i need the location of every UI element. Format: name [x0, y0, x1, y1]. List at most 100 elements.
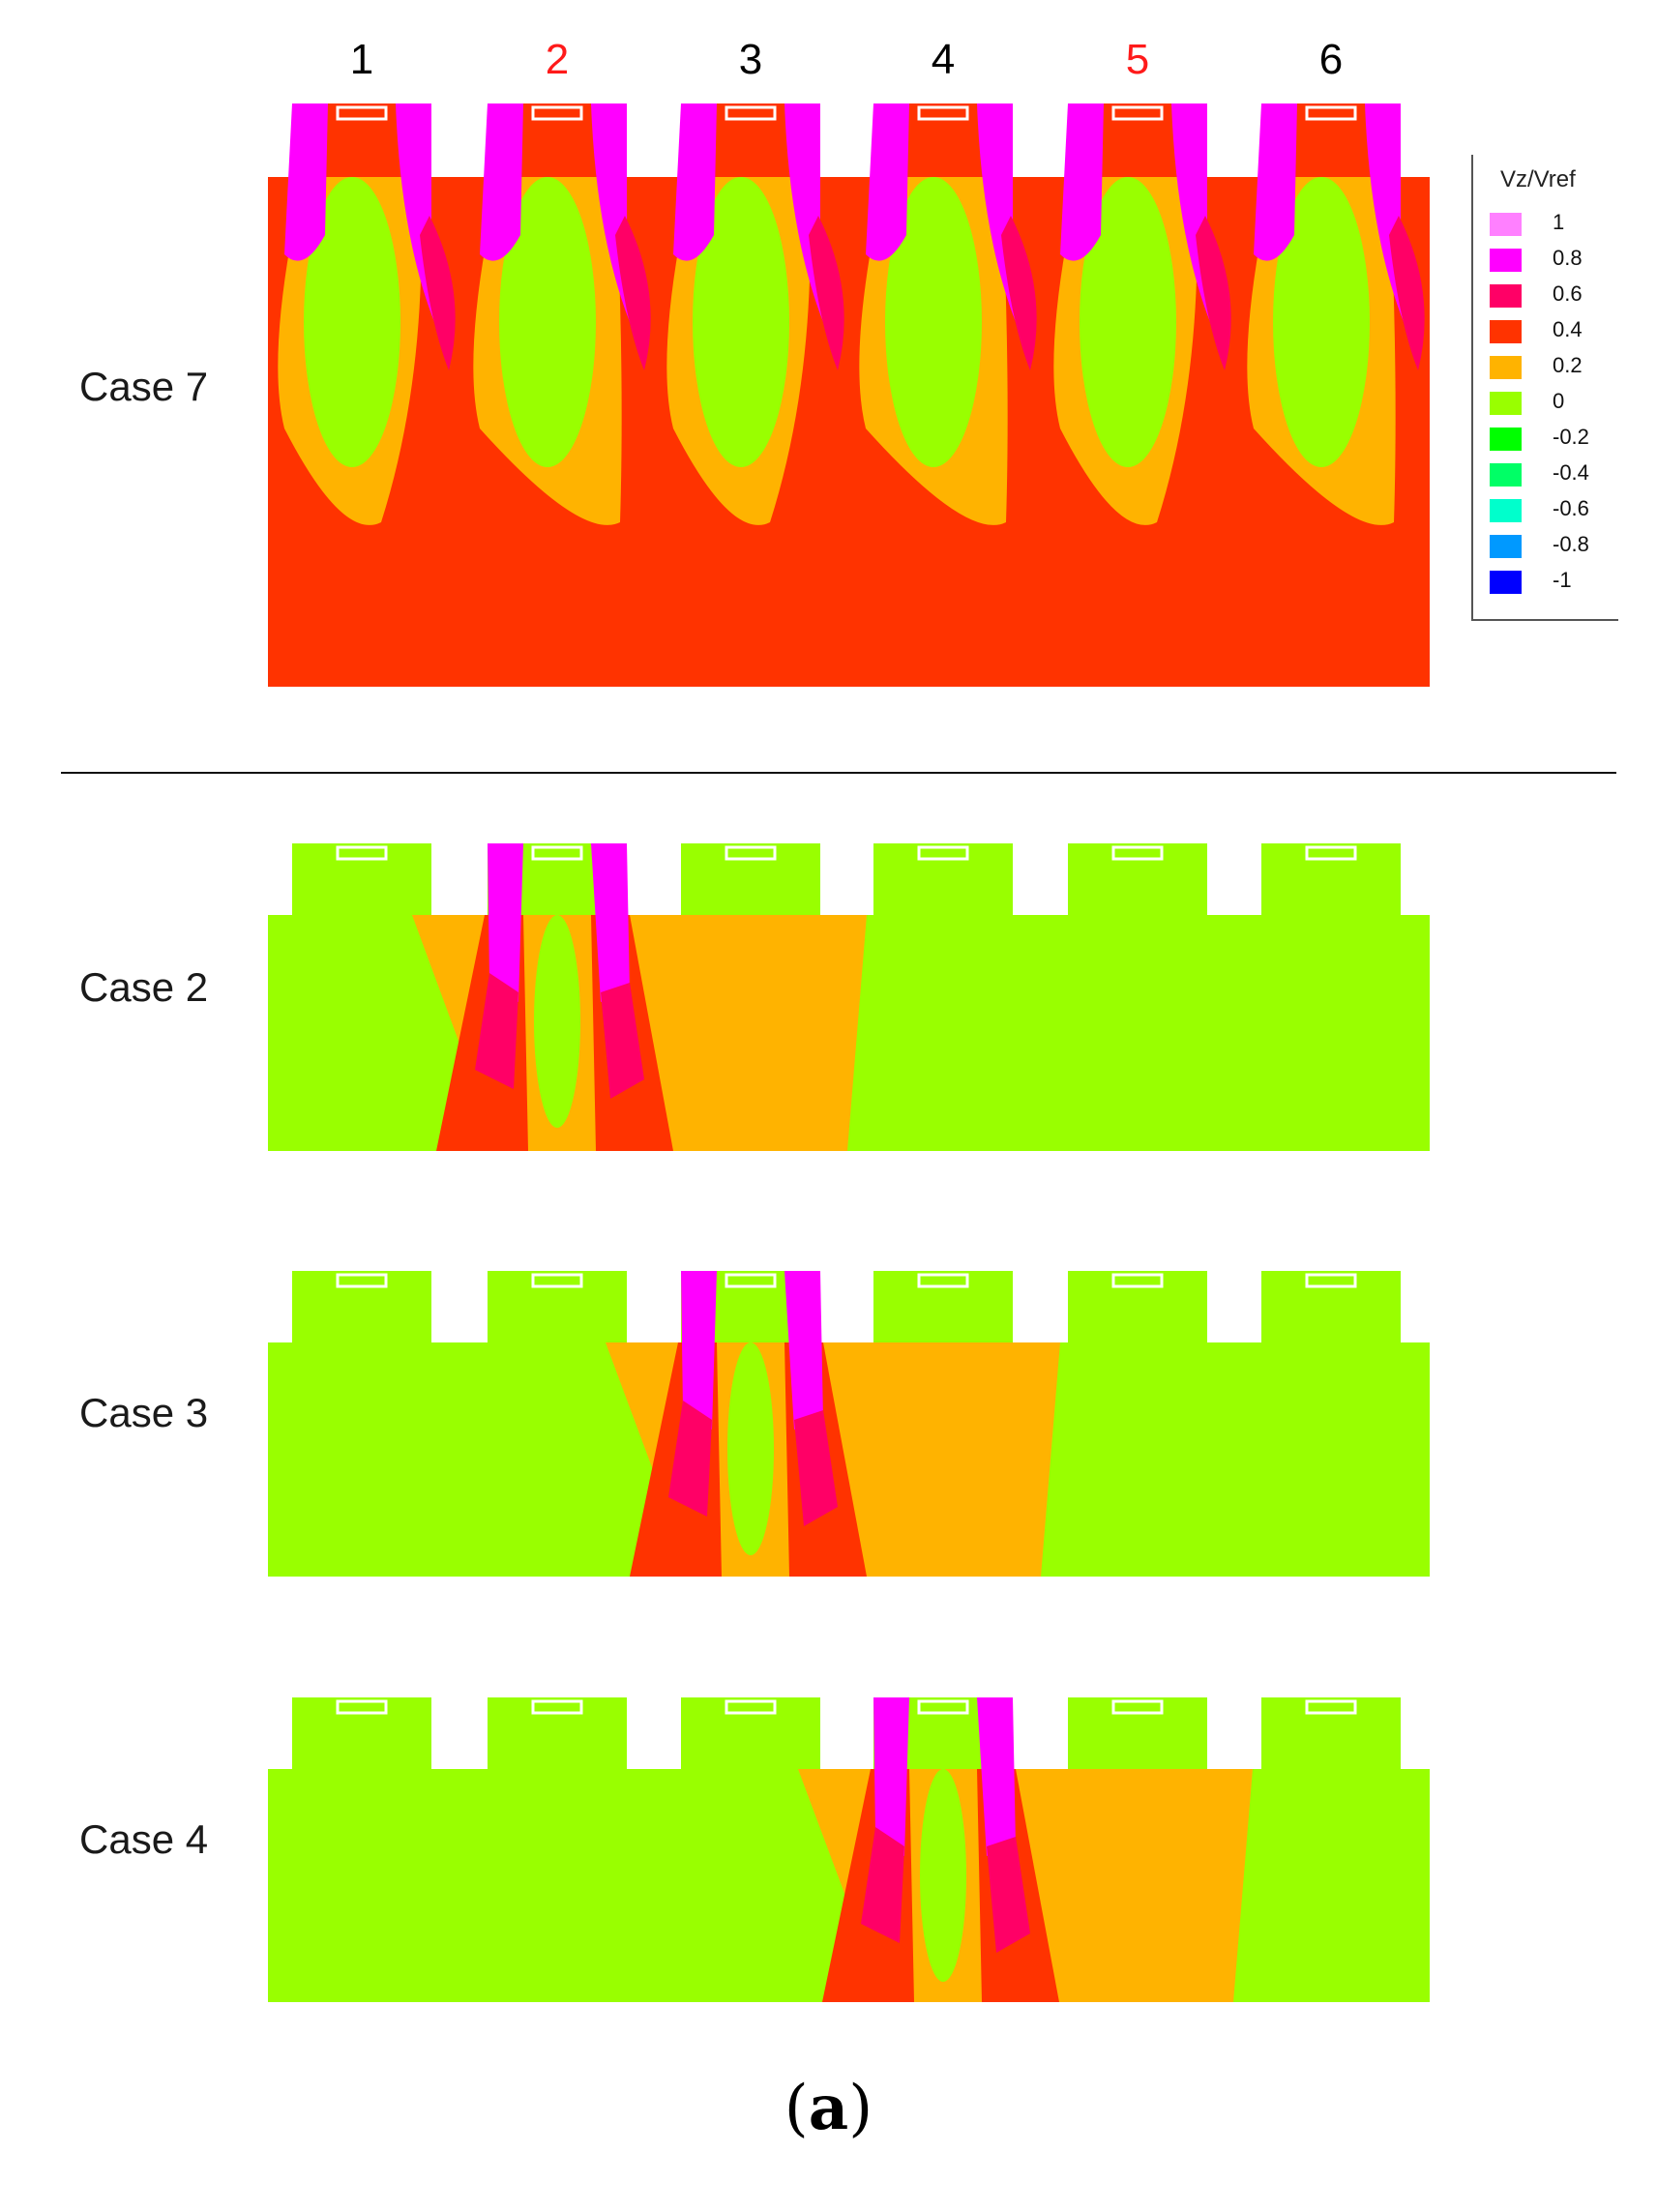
tab-block: [873, 1271, 1013, 1344]
nozzle-outlet: [917, 845, 969, 861]
legend-title: Vz/Vref: [1500, 166, 1576, 192]
nozzle-outlet: [917, 1699, 969, 1715]
nozzle-outlet: [725, 1273, 777, 1288]
legend-swatch: [1490, 463, 1522, 487]
case-label-case-4: Case 4: [79, 1816, 209, 1862]
column-label-1: 1: [349, 36, 374, 83]
nozzle-outlet: [336, 1273, 388, 1288]
legend-value: 0.8: [1553, 246, 1583, 270]
nozzle-outlet: [1111, 105, 1164, 121]
nozzle-outlet: [531, 845, 583, 861]
column-label-3: 3: [738, 36, 763, 83]
jet-high-velocity: [480, 103, 523, 261]
tab-block: [292, 843, 431, 917]
jet-mid-velocity: [1196, 216, 1231, 370]
jet-mid-velocity: [861, 1827, 904, 1943]
tab-block: [488, 1271, 627, 1344]
legend-value: -1: [1553, 568, 1572, 592]
jet-mid-velocity: [601, 983, 644, 1099]
jet-core: [1273, 177, 1370, 467]
caption-letter: a: [808, 2072, 849, 2144]
nozzle-outlet: [1305, 845, 1357, 861]
tab-block: [488, 1697, 627, 1771]
nozzle-outlet: [917, 105, 969, 121]
nozzle-outlet: [1111, 1273, 1164, 1288]
tab-block: [292, 1271, 431, 1344]
caption-close: ): [848, 2073, 873, 2144]
legend-swatch: [1490, 284, 1522, 308]
jet-mid-velocity: [987, 1837, 1030, 1953]
tab-block: [1261, 1697, 1401, 1771]
nozzle-outlet: [531, 105, 583, 121]
case-label-case-3: Case 3: [79, 1390, 209, 1435]
nozzle-outlet: [1305, 1699, 1357, 1715]
jet-core: [534, 915, 580, 1128]
caption-open: (: [784, 2073, 809, 2144]
jet-high-velocity: [873, 1697, 909, 1856]
jet-high-velocity: [977, 1697, 1016, 1856]
column-label-2: 2: [545, 36, 570, 83]
legend-swatch: [1490, 499, 1522, 522]
column-label-4: 4: [931, 36, 956, 83]
nozzle-outlet: [336, 845, 388, 861]
figure-caption: (a): [0, 2070, 1657, 2147]
legend-value: 1: [1553, 210, 1565, 234]
case-label-case-7: Case 7: [79, 364, 209, 409]
jet-mid-velocity: [615, 216, 651, 370]
jet-mid-velocity: [475, 973, 518, 1089]
tab-block: [681, 843, 820, 917]
legend-value: -0.4: [1553, 460, 1589, 485]
legend-swatch: [1490, 428, 1522, 451]
jet-high-velocity: [673, 103, 717, 261]
jet-mid-velocity: [1389, 216, 1425, 370]
jet-high-velocity: [866, 103, 909, 261]
jet-high-velocity: [681, 1271, 717, 1430]
colorbar-legend: Vz/Vref 1 0.8 0.6 0.4 0.2 0 -0.2 -0.4 -0.6 -0.8 -1: [1471, 155, 1618, 621]
nozzle-outlet: [725, 845, 777, 861]
legend-swatch: [1490, 535, 1522, 558]
nozzle-outlet: [1305, 105, 1357, 121]
tab-block: [681, 1697, 820, 1771]
jet-core: [727, 1342, 774, 1555]
legend-swatch: [1490, 392, 1522, 415]
jet-mid-velocity: [420, 216, 456, 370]
legend-swatch: [1490, 356, 1522, 379]
jet-mid-velocity: [794, 1410, 838, 1526]
legend-value: -0.6: [1553, 496, 1589, 520]
nozzle-outlet: [1111, 845, 1164, 861]
plot-body: [268, 177, 1430, 687]
legend-value: -0.2: [1553, 425, 1589, 449]
jet-core: [304, 177, 400, 467]
jet-high-velocity: [1060, 103, 1104, 261]
tab-block: [292, 1697, 431, 1771]
jet-core: [499, 177, 596, 467]
jet-core: [920, 1769, 966, 1982]
legend-value: 0: [1553, 389, 1565, 413]
jet-high-velocity: [284, 103, 328, 261]
nozzle-outlet: [1305, 1273, 1357, 1288]
nozzle-outlet: [725, 105, 777, 121]
case-label-case-2: Case 2: [79, 964, 209, 1010]
column-label-5: 5: [1125, 36, 1150, 83]
legend-value: 0.4: [1553, 317, 1583, 341]
jet-mid-velocity: [1001, 216, 1037, 370]
tab-block: [1068, 1697, 1207, 1771]
tab-block: [1261, 843, 1401, 917]
jet-mid-velocity: [809, 216, 844, 370]
nozzle-outlet: [531, 1699, 583, 1715]
section-divider: [61, 772, 1616, 774]
jet-core: [1080, 177, 1176, 467]
jet-core: [885, 177, 982, 467]
jet-high-velocity: [488, 843, 523, 1002]
jet-mid-velocity: [668, 1401, 712, 1517]
legend-swatch: [1490, 213, 1522, 236]
tab-block: [873, 843, 1013, 917]
jet-high-velocity: [591, 843, 630, 1002]
jet-high-velocity: [784, 1271, 823, 1430]
tab-block: [1068, 1271, 1207, 1344]
column-label-6: 6: [1318, 36, 1344, 83]
